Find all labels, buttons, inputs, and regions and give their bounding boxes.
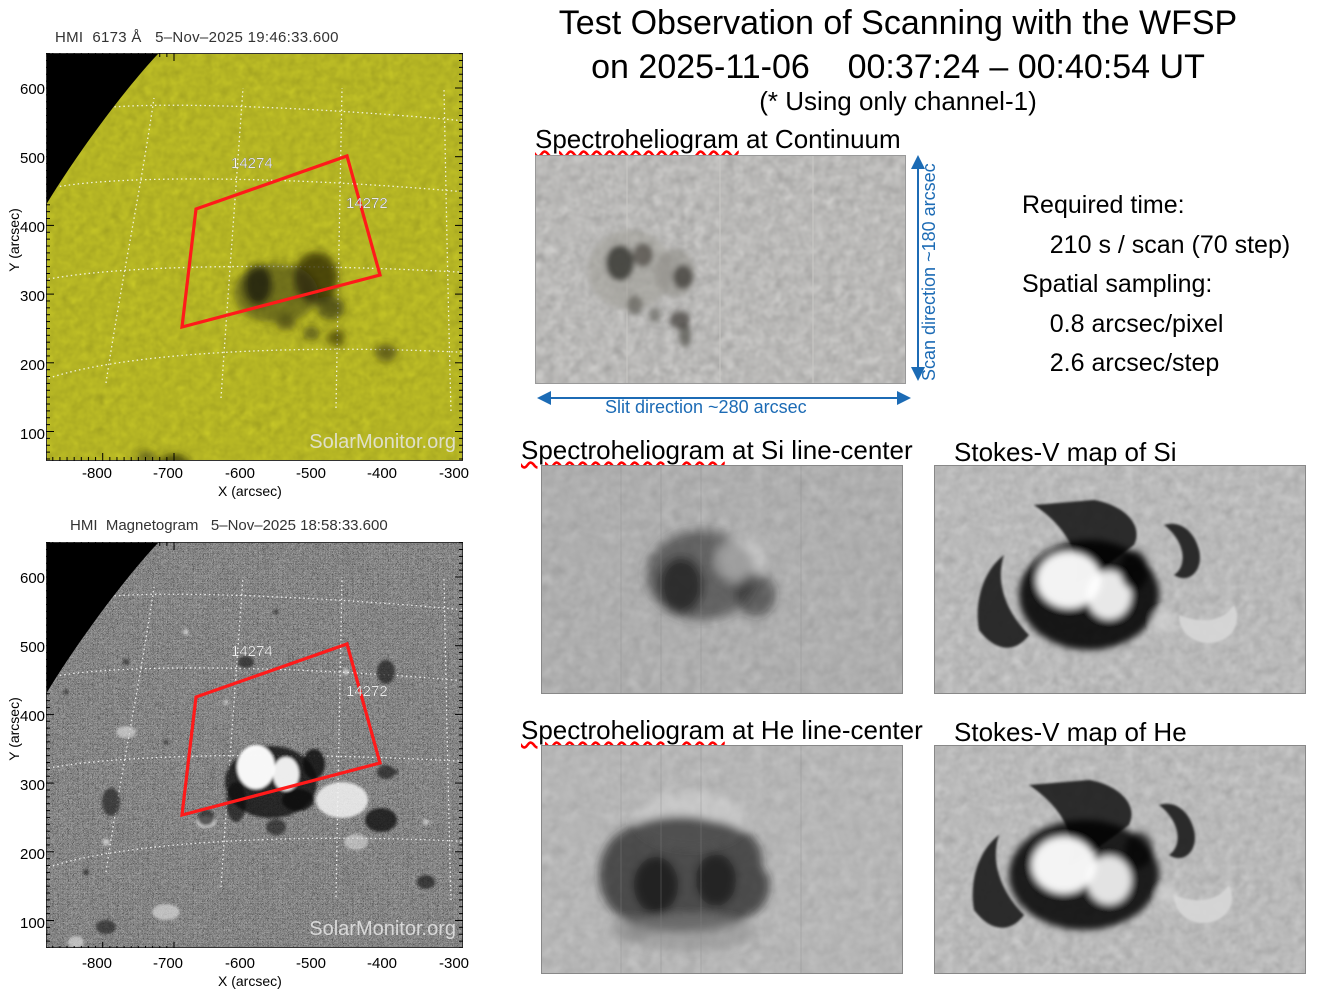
svg-text:14272: 14272 bbox=[346, 683, 388, 700]
svg-text:14272: 14272 bbox=[346, 195, 388, 212]
svg-text:14274: 14274 bbox=[231, 643, 273, 660]
svg-text:SolarMonitor.org: SolarMonitor.org bbox=[309, 918, 456, 940]
svg-text:14274: 14274 bbox=[231, 155, 273, 172]
svg-text:SolarMonitor.org: SolarMonitor.org bbox=[309, 431, 456, 453]
